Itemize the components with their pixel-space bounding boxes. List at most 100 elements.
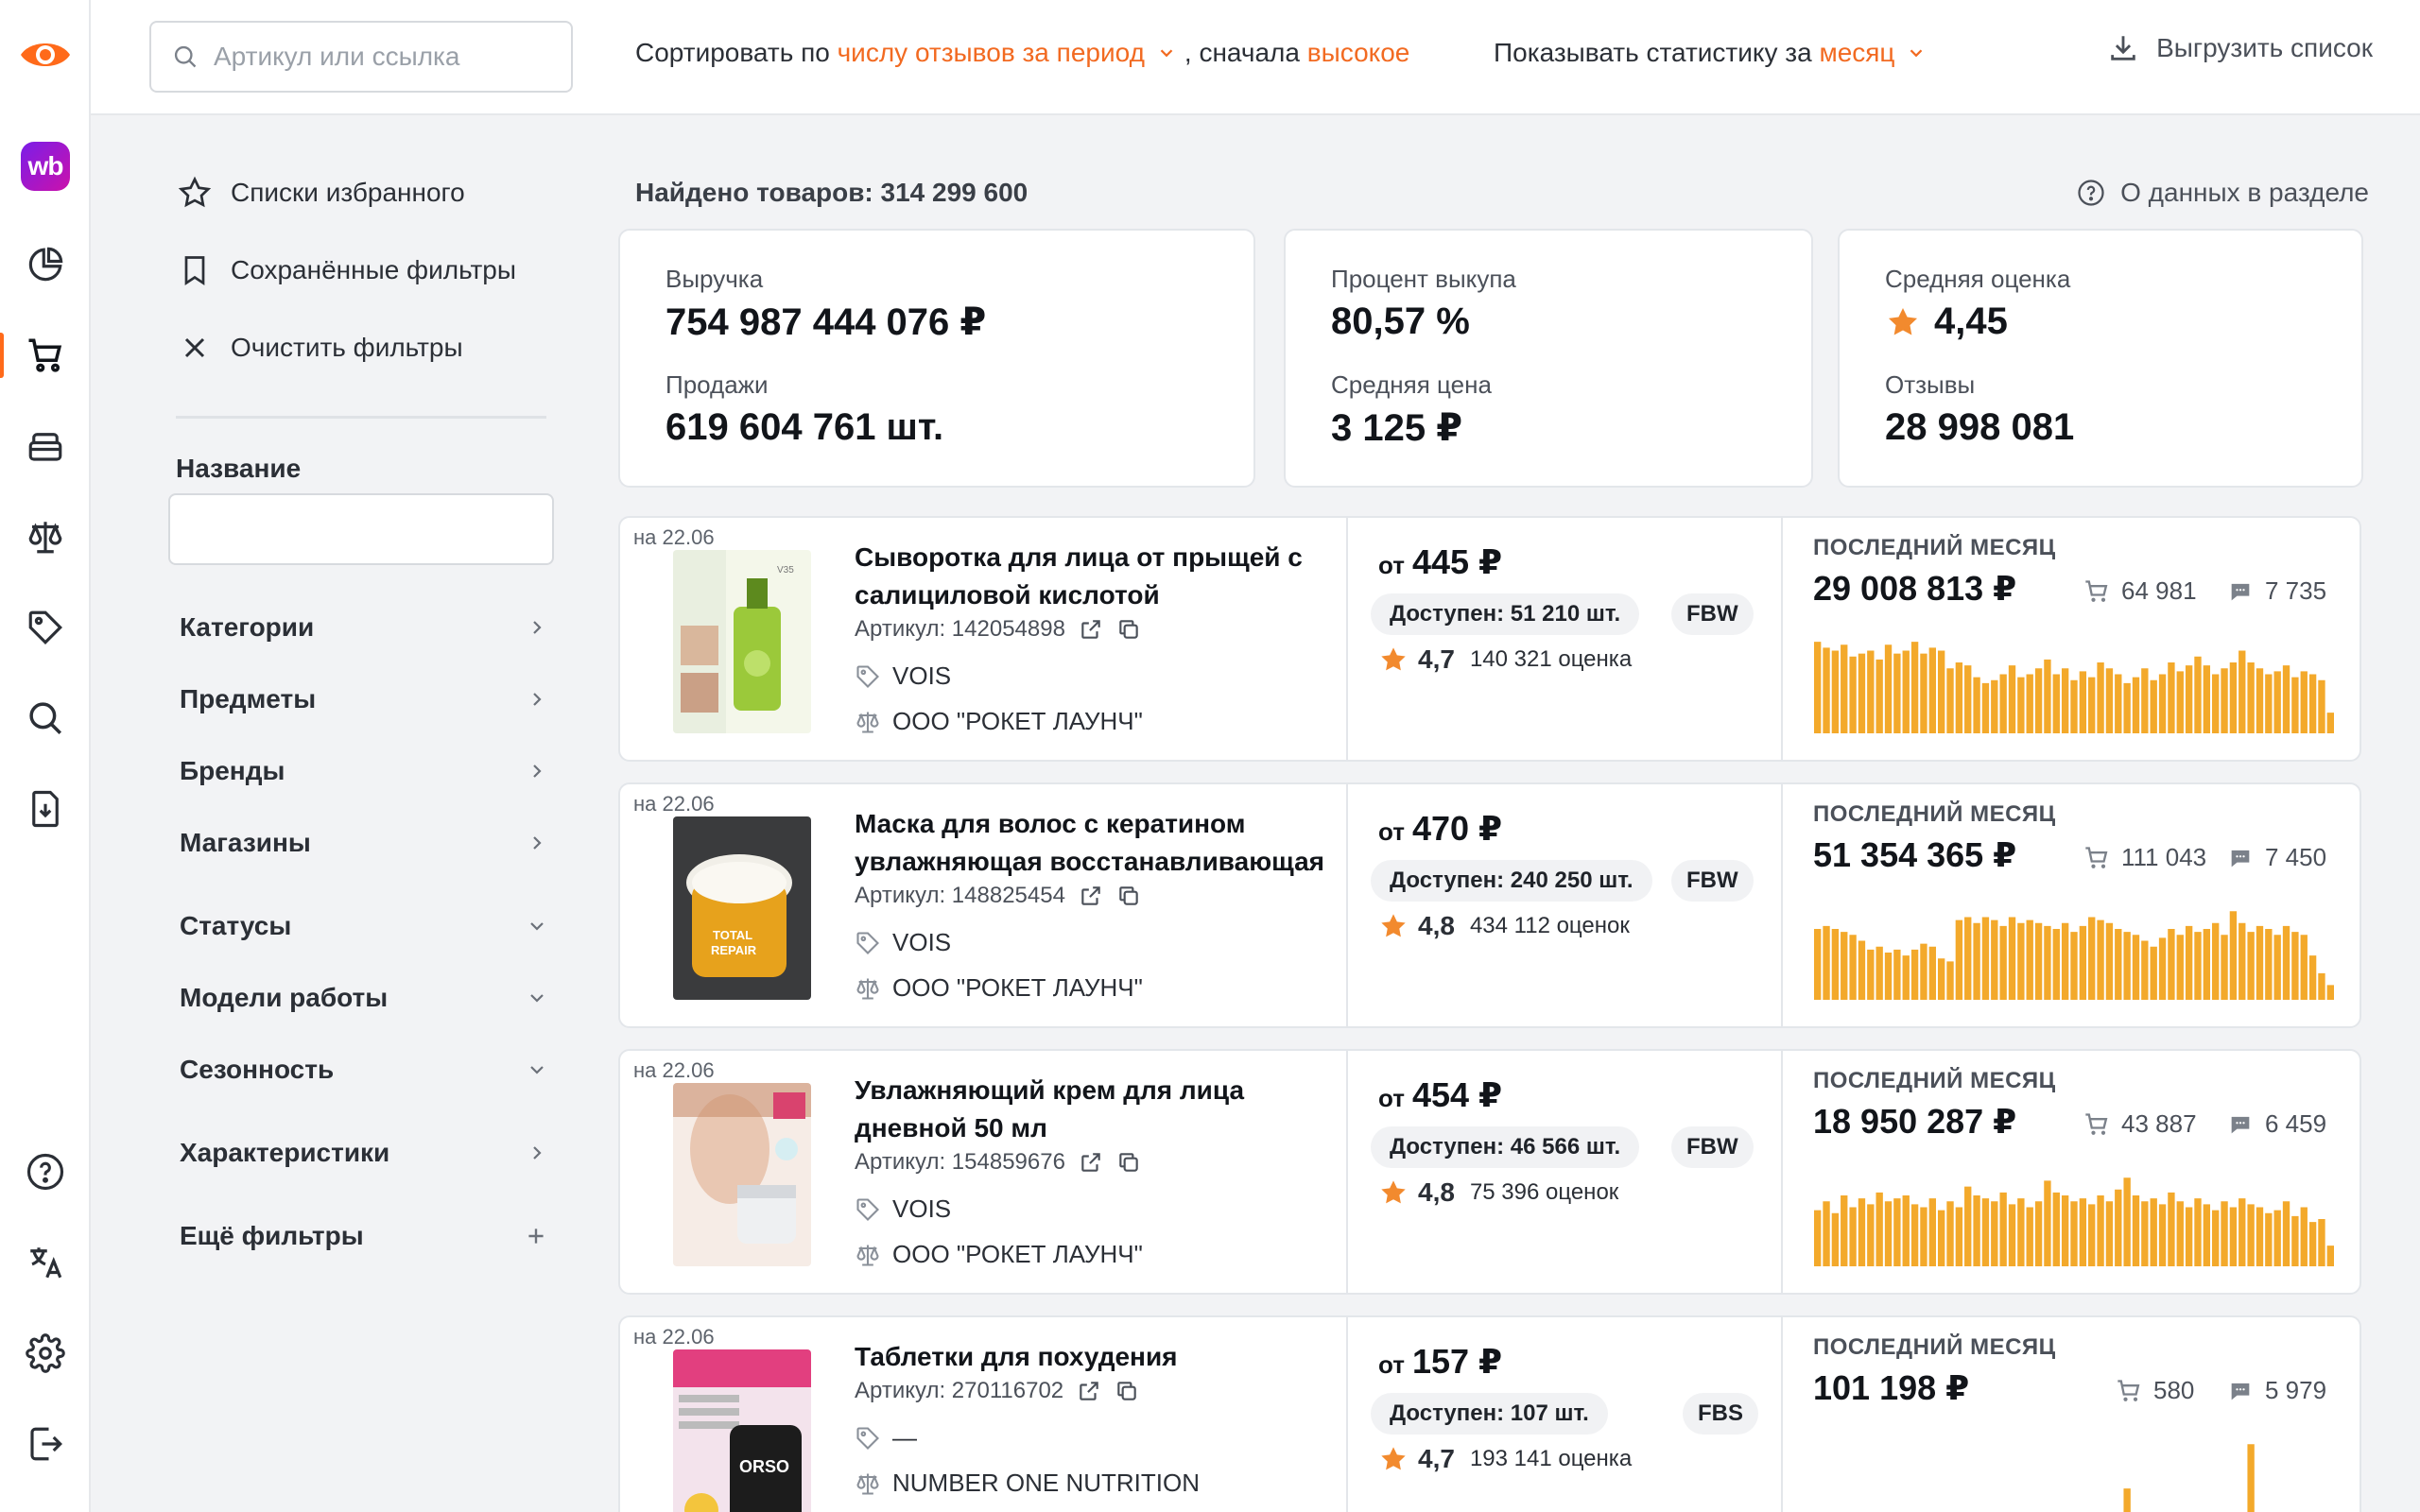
product-seller-row[interactable]: NUMBER ONE NUTRITION xyxy=(855,1469,1200,1498)
sparkline-bar xyxy=(1823,1201,1830,1266)
product-title[interactable]: Сыворотка для лица от прыщей с салицилов… xyxy=(855,542,1303,610)
product-image[interactable]: TOTAL REPAIR xyxy=(673,816,811,1000)
sparkline-bar xyxy=(2061,1195,2069,1266)
sparkline-bar xyxy=(1841,932,1848,1000)
boxes-icon[interactable] xyxy=(0,412,91,480)
copy-icon[interactable] xyxy=(1116,1150,1141,1175)
download-icon xyxy=(2111,36,2135,60)
orders-count: 111 043 xyxy=(2083,843,2206,872)
cart-icon xyxy=(2118,1379,2140,1401)
orders-value: 111 043 xyxy=(2121,843,2207,871)
product-card[interactable]: на 22.06 TOTAL REPAIR Маска для волос с к… xyxy=(618,782,2361,1028)
orders-count: 580 xyxy=(2116,1376,2194,1405)
product-seller: ООО "РОКЕТ ЛАУНЧ" xyxy=(892,973,1143,1002)
product-card[interactable]: на 22.06 ORSO Таблетки для похудения Арт… xyxy=(618,1315,2361,1512)
chevron-down-icon[interactable] xyxy=(1156,43,1177,63)
scales-icon[interactable] xyxy=(0,503,91,571)
sparkline-bar xyxy=(2123,1488,2131,1512)
star-filled-icon xyxy=(1381,647,1406,671)
saved-filters-link[interactable]: Сохранённые фильтры xyxy=(178,253,516,287)
product-brand-row[interactable]: VOIS xyxy=(855,1194,951,1224)
filter-more[interactable]: Ещё фильтры xyxy=(180,1215,548,1257)
product-brand-row[interactable]: — xyxy=(855,1423,917,1452)
product-title[interactable]: Маска для волос с кератином увлажняющая … xyxy=(855,809,1324,876)
export-list-button[interactable]: Выгрузить список xyxy=(2107,32,2373,64)
settings-gear-icon[interactable] xyxy=(0,1319,91,1387)
clear-filters-button[interactable]: Очистить фильтры xyxy=(178,331,463,365)
product-image[interactable]: ORSO xyxy=(673,1349,811,1512)
logo-eye-icon[interactable] xyxy=(0,21,91,89)
product-card[interactable]: на 22.06 V35 Сыворотка для лица от прыще… xyxy=(618,516,2361,762)
work-model-badge: FBW xyxy=(1671,593,1754,635)
product-brand-row[interactable]: VOIS xyxy=(855,662,951,691)
rating-value: 4,7 xyxy=(1418,1444,1455,1473)
sparkline-bar xyxy=(2105,922,2114,1000)
external-link-icon[interactable] xyxy=(1079,1150,1103,1175)
scales-icon xyxy=(856,1473,879,1495)
cart-icon xyxy=(2085,579,2108,602)
external-link-icon[interactable] xyxy=(1077,1379,1101,1403)
translate-icon[interactable] xyxy=(0,1228,91,1297)
cart-icon[interactable] xyxy=(0,321,91,389)
filter-seasonality[interactable]: Сезонность xyxy=(180,1049,548,1091)
filter-stores[interactable]: Магазины xyxy=(180,822,548,864)
copy-icon[interactable] xyxy=(1116,617,1141,642)
sparkline-bar xyxy=(2097,662,2104,733)
filter-categories[interactable]: Категории xyxy=(180,607,548,648)
sparkline-bar xyxy=(1920,653,1927,733)
sparkline-bar xyxy=(2017,677,2025,733)
external-link-icon[interactable] xyxy=(1079,617,1103,642)
sparkline-bar xyxy=(1902,650,1910,733)
sparkline-bar xyxy=(1884,1201,1893,1266)
sort-control[interactable]: Сортировать по числу отзывов за период ,… xyxy=(635,38,1409,68)
copy-icon[interactable] xyxy=(1116,884,1141,908)
stats-period-dropdown[interactable]: месяц xyxy=(1819,38,1895,67)
filter-brands[interactable]: Бренды xyxy=(180,750,548,792)
product-title[interactable]: Таблетки для похудения xyxy=(855,1342,1178,1371)
sparkline-bar xyxy=(1814,1210,1822,1266)
favorites-lists-link[interactable]: Списки избранного xyxy=(178,176,465,210)
about-data-link[interactable]: О данных в разделе xyxy=(2077,178,2369,208)
sparkline-bar xyxy=(1876,946,1883,1000)
sparkline-bar xyxy=(2141,940,2149,1000)
product-article-row: Артикул: 154859676 xyxy=(855,1149,1141,1176)
search-field[interactable] xyxy=(149,21,573,93)
download-doc-icon[interactable] xyxy=(0,775,91,843)
buyout-price-card: Процент выкупа 80,57 % Средняя цена 3 12… xyxy=(1284,229,1813,488)
product-brand-row[interactable]: VOIS xyxy=(855,928,951,957)
filter-subjects[interactable]: Предметы xyxy=(180,679,548,720)
work-model-badge: FBW xyxy=(1671,1126,1754,1168)
copy-icon[interactable] xyxy=(1115,1379,1139,1403)
product-seller-row[interactable]: ООО "РОКЕТ ЛАУНЧ" xyxy=(855,1240,1143,1269)
filter-statuses[interactable]: Статусы xyxy=(180,905,548,947)
sparkline-bar xyxy=(2105,668,2114,733)
help-circle-icon[interactable] xyxy=(0,1138,91,1206)
period-label: ПОСЛЕДНИЙ МЕСЯЦ xyxy=(1813,1334,2056,1360)
wb-marketplace-icon[interactable]: wb xyxy=(0,132,91,200)
product-price: от 470 ₽ xyxy=(1378,809,1502,849)
chevron-down-icon[interactable] xyxy=(1906,43,1927,63)
filter-work-models[interactable]: Модели работы xyxy=(180,977,548,1019)
product-image[interactable] xyxy=(673,1083,811,1266)
sort-order-toggle[interactable]: высокое xyxy=(1306,38,1410,67)
logout-icon[interactable] xyxy=(0,1410,91,1478)
product-price: от 454 ₽ xyxy=(1378,1075,1502,1115)
external-link-icon[interactable] xyxy=(1079,884,1103,908)
sort-field-dropdown[interactable]: числу отзывов за период xyxy=(837,38,1145,67)
stats-period-control[interactable]: Показывать статистику за месяц xyxy=(1494,38,1927,68)
sparkline-bar xyxy=(2194,1198,2202,1266)
product-image[interactable]: V35 xyxy=(673,550,811,733)
search-icon[interactable] xyxy=(0,684,91,752)
name-filter-input[interactable] xyxy=(168,493,554,565)
tag-icon[interactable] xyxy=(0,593,91,662)
product-card[interactable]: на 22.06 Увлажняющий крем для лица дневн… xyxy=(618,1049,2361,1295)
sparkline-bar xyxy=(1981,917,1990,1000)
product-title[interactable]: Увлажняющий крем для лица дневной 50 мл xyxy=(855,1075,1245,1143)
column-divider xyxy=(1781,1317,1783,1512)
product-seller-row[interactable]: ООО "РОКЕТ ЛАУНЧ" xyxy=(855,707,1143,736)
product-article-row: Артикул: 142054898 xyxy=(855,616,1141,643)
filter-characteristics[interactable]: Характеристики xyxy=(180,1132,548,1174)
product-seller-row[interactable]: ООО "РОКЕТ ЛАУНЧ" xyxy=(855,973,1143,1003)
pie-chart-icon[interactable] xyxy=(0,231,91,299)
search-input[interactable] xyxy=(214,42,554,72)
